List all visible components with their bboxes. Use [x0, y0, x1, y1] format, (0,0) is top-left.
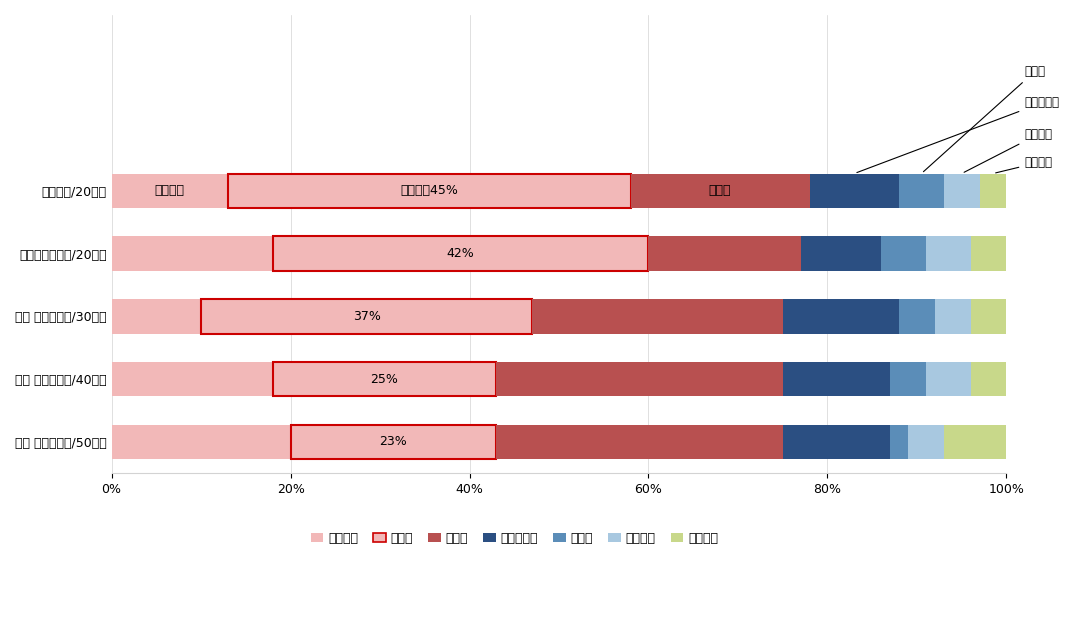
Bar [782, 362, 890, 397]
Bar [899, 173, 944, 208]
Bar [944, 424, 1006, 459]
Text: トイレ，45%: トイレ，45% [400, 184, 458, 197]
Legend: キッチン, トイレ, お風呂, 窓・サッシ, 洗面所, リビング, ベランダ: キッチン, トイレ, お風呂, 窓・サッシ, 洗面所, リビング, ベランダ [306, 527, 723, 550]
Bar [631, 173, 809, 208]
Bar [881, 236, 926, 271]
Bar [926, 236, 971, 271]
Bar [908, 424, 944, 459]
Bar [926, 362, 971, 397]
Text: 窓・サッシ: 窓・サッシ [857, 96, 1059, 173]
Text: リビング: リビング [965, 128, 1053, 172]
Bar [971, 299, 1006, 334]
Text: 42%: 42% [446, 247, 474, 260]
Bar [201, 299, 532, 334]
Bar [273, 236, 648, 271]
Bar [227, 173, 631, 208]
Bar [532, 299, 782, 334]
Bar [782, 299, 899, 334]
Text: ベランダ: ベランダ [996, 156, 1053, 173]
Text: お風呂: お風呂 [709, 184, 732, 197]
Bar [112, 424, 291, 459]
Text: 23%: 23% [380, 436, 408, 449]
Bar [809, 173, 899, 208]
Bar [899, 299, 935, 334]
Bar [112, 299, 201, 334]
Bar [935, 299, 971, 334]
Bar [980, 173, 1006, 208]
Text: 37%: 37% [353, 310, 381, 323]
Bar [782, 424, 890, 459]
Bar [291, 424, 497, 459]
Bar [944, 173, 980, 208]
Bar [971, 236, 1006, 271]
Bar [112, 236, 273, 271]
Bar [971, 362, 1006, 397]
Bar [648, 236, 800, 271]
Bar [890, 362, 926, 397]
Text: キッチン: キッチン [155, 184, 185, 197]
Bar [273, 362, 497, 397]
Text: 25%: 25% [370, 373, 398, 386]
Bar [497, 362, 782, 397]
Bar [890, 424, 908, 459]
Bar [497, 424, 782, 459]
Text: 洗面所: 洗面所 [924, 65, 1045, 172]
Bar [112, 173, 227, 208]
Bar [800, 236, 881, 271]
Bar [112, 362, 273, 397]
